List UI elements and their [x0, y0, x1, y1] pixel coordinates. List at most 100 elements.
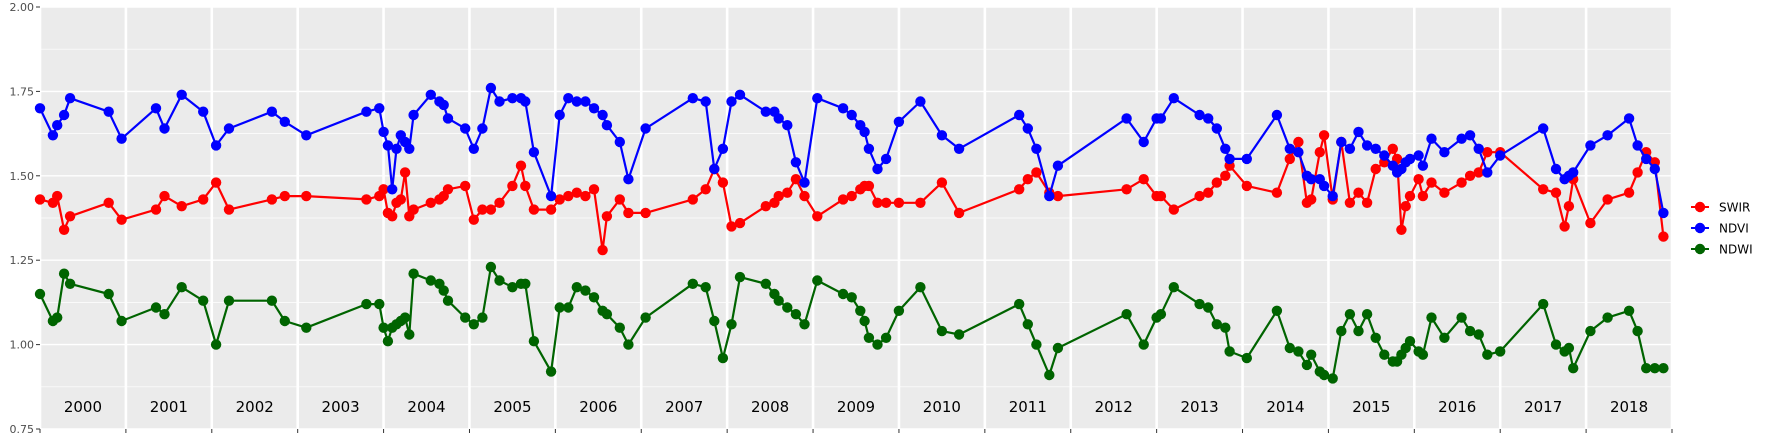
ndvi-point: [1623, 113, 1635, 124]
legend-item-swir: SWIR: [1691, 201, 1750, 215]
y-axis: 0.75 1.00 1.25 1.50 1.75 2.00: [10, 1, 1673, 436]
swir-point: [936, 177, 948, 188]
ndwi-point: [1417, 349, 1429, 360]
swir-point: [1271, 187, 1283, 198]
ndvi-point: [1224, 153, 1235, 165]
ndvi-point: [404, 143, 415, 154]
ndvi-point: [425, 89, 436, 101]
ndvi-point: [782, 120, 793, 131]
ndwi-point: [936, 325, 948, 337]
swir-point: [1464, 170, 1476, 181]
swir-point: [601, 211, 613, 222]
ndvi-point: [1203, 113, 1214, 124]
swir-point: [623, 207, 634, 219]
swir-point: [614, 194, 625, 205]
ndwi-point: [601, 309, 613, 320]
series-ndwi: [34, 261, 1669, 384]
swir-point: [1370, 163, 1381, 175]
ndwi-point: [760, 278, 771, 289]
ndwi-point: [588, 292, 600, 303]
year-label: 2009: [837, 398, 875, 416]
ndvi-point: [460, 123, 471, 134]
swir-point: [425, 197, 436, 208]
ndwi-point: [1211, 319, 1223, 330]
swir-point: [150, 204, 162, 215]
ndwi-point: [1293, 346, 1304, 357]
swir-point: [494, 197, 505, 208]
ndwi-point: [1318, 369, 1330, 381]
ndvi-point: [1220, 143, 1231, 154]
legend-label: SWIR: [1719, 201, 1750, 215]
ndwi-point: [855, 305, 866, 316]
swir-point: [597, 244, 608, 256]
y-tick-label: 1.75: [10, 85, 35, 98]
ndwi-point: [1155, 309, 1167, 320]
ndvi-point: [1404, 153, 1416, 165]
swir-point: [378, 184, 389, 195]
swir-point: [210, 177, 222, 188]
ndvi-point: [893, 116, 905, 128]
ndwi-point: [1344, 309, 1356, 320]
swir-point: [301, 190, 312, 202]
swir-point: [1361, 197, 1373, 208]
swir-point: [1658, 231, 1669, 242]
ndvi-point: [1361, 140, 1373, 151]
ndvi-point: [601, 120, 613, 131]
ndwi-point: [460, 312, 471, 323]
swir-point: [361, 194, 372, 205]
year-label: 2010: [923, 398, 961, 416]
year-label: 2014: [1266, 398, 1304, 416]
ndwi-point: [1632, 325, 1643, 337]
swir-point: [1387, 143, 1399, 154]
ndwi-point: [1550, 339, 1562, 350]
ndwi-point: [640, 312, 651, 323]
swir-point: [1138, 174, 1149, 185]
swir-point: [399, 167, 411, 178]
swir-point: [554, 194, 565, 205]
swir-point: [1404, 190, 1416, 202]
ndvi-point: [1155, 113, 1167, 124]
y-tick-label: 2.00: [10, 1, 35, 14]
swir-point: [1396, 224, 1407, 235]
swir-point: [545, 204, 557, 215]
ndwi-point: [1044, 369, 1055, 381]
swir-point: [588, 184, 600, 195]
ndvi-point: [700, 96, 711, 107]
year-label: 2000: [64, 398, 102, 416]
swir-point: [880, 197, 892, 208]
swir-point: [1538, 184, 1549, 195]
ndvi-point: [34, 103, 46, 114]
ndwi-point: [1336, 325, 1347, 337]
ndvi-point: [1641, 153, 1652, 165]
data-series: [34, 82, 1669, 384]
ndwi-point: [773, 295, 784, 306]
swir-point: [198, 194, 209, 205]
ndvi-point: [1495, 150, 1506, 161]
ndwi-point: [34, 288, 46, 300]
swir-point: [1306, 194, 1317, 205]
ndwi-point: [709, 315, 720, 327]
ndvi-point: [726, 96, 737, 107]
ndwi-point: [361, 298, 372, 310]
ndwi-point: [812, 275, 823, 286]
ndwi-point: [846, 292, 857, 303]
ndwi-point: [1623, 305, 1635, 316]
ndvi-point: [468, 143, 479, 154]
ndvi-point: [880, 153, 892, 165]
ndvi-point: [1284, 143, 1296, 154]
ndvi-point: [597, 109, 608, 121]
swir-point: [915, 197, 926, 208]
ndvi-point: [1550, 163, 1562, 175]
ndwi-point: [782, 302, 793, 313]
swir-point: [1602, 194, 1613, 205]
swir-point: [1439, 187, 1450, 198]
year-label: 2018: [1610, 398, 1648, 416]
swir-point: [1203, 187, 1214, 198]
ndwi-point: [1370, 332, 1381, 343]
year-label: 2007: [665, 398, 703, 416]
swir-point: [812, 211, 823, 222]
ndvi-point: [1044, 190, 1055, 202]
ndwi-point: [893, 305, 905, 316]
ndwi-point: [1482, 349, 1493, 360]
ndvi-point: [837, 103, 849, 114]
